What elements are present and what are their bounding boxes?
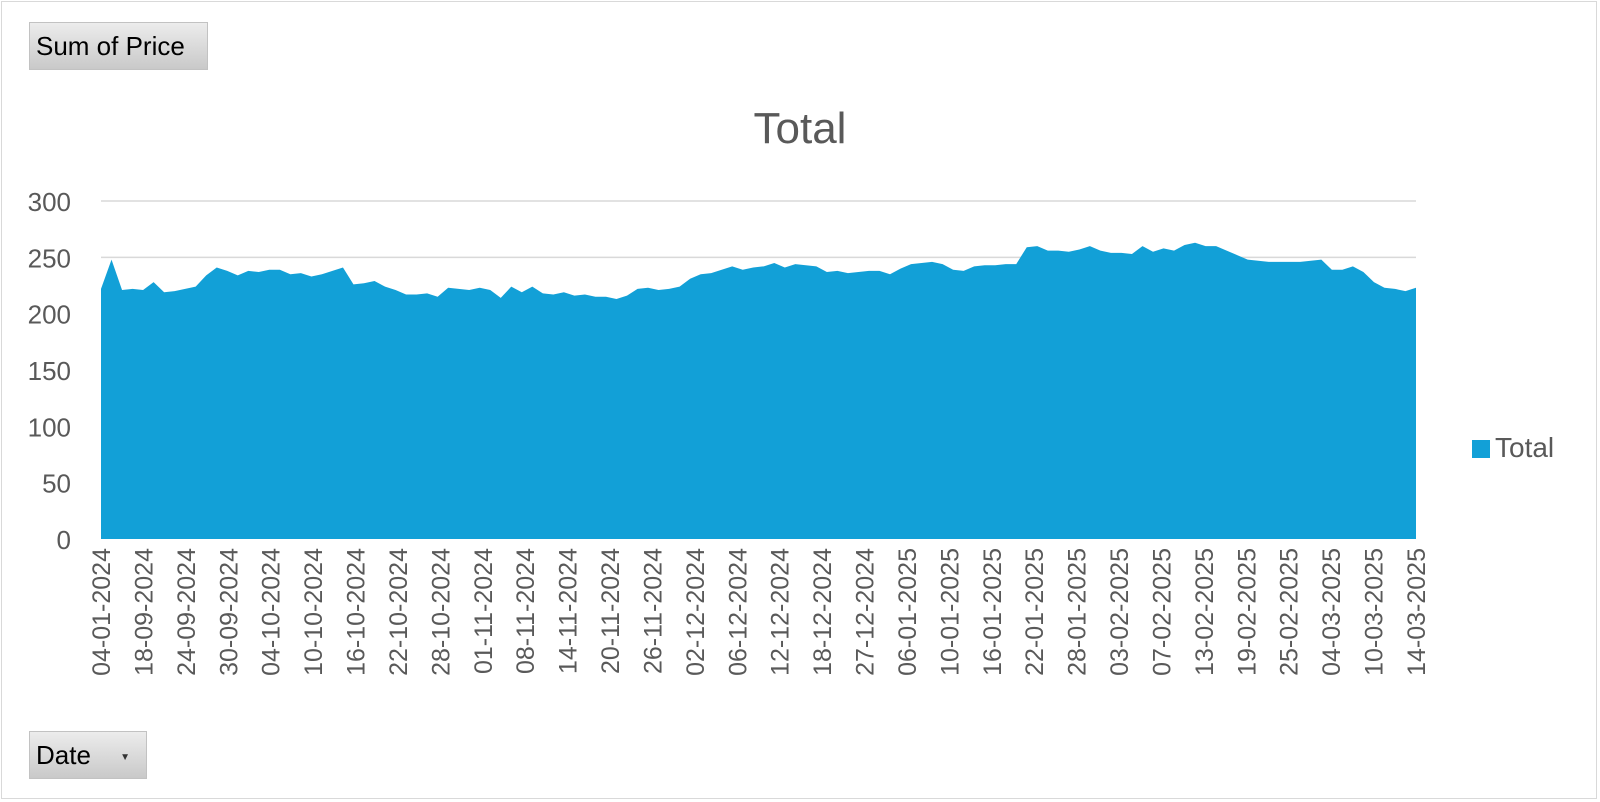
x-tick-label: 08-11-2024 xyxy=(512,548,540,674)
y-axis: 0 50 100 150 200 250 300 xyxy=(28,187,71,555)
x-tick-label: 13-02-2025 xyxy=(1191,548,1219,676)
x-tick-label: 04-01-2024 xyxy=(88,548,116,676)
dropdown-arrow-icon[interactable]: ▼ xyxy=(120,752,130,763)
y-tick-label: 200 xyxy=(28,300,71,330)
x-tick-label: 28-10-2024 xyxy=(427,548,455,676)
x-tick-label: 10-01-2025 xyxy=(936,548,964,676)
x-tick-label: 10-10-2024 xyxy=(300,548,328,676)
x-tick-label: 24-09-2024 xyxy=(173,548,201,676)
x-tick-label: 28-01-2025 xyxy=(1064,548,1092,676)
x-tick-label: 04-10-2024 xyxy=(258,548,286,676)
x-tick-label: 18-12-2024 xyxy=(809,548,837,676)
x-tick-label: 14-11-2024 xyxy=(555,548,583,674)
x-tick-label: 30-09-2024 xyxy=(215,548,243,676)
x-tick-label: 20-11-2024 xyxy=(597,548,625,674)
x-tick-label: 16-01-2025 xyxy=(979,548,1007,676)
x-tick-label: 14-03-2025 xyxy=(1403,548,1431,676)
area-series-total xyxy=(101,242,1416,539)
legend: Total xyxy=(1472,432,1554,463)
sum-of-price-field-button[interactable]: Sum of Price xyxy=(29,22,208,70)
legend-swatch xyxy=(1472,440,1490,458)
x-tick-label: 03-02-2025 xyxy=(1106,548,1134,676)
x-tick-label: 18-09-2024 xyxy=(130,548,158,676)
x-tick-label: 26-11-2024 xyxy=(639,548,667,674)
chart-title: Total xyxy=(754,104,847,153)
x-axis: 04-01-2024 18-09-2024 24-09-2024 30-09-2024… xyxy=(88,548,1431,676)
y-tick-label: 300 xyxy=(28,187,71,217)
x-tick-label: 10-03-2025 xyxy=(1361,548,1389,676)
area-series xyxy=(101,242,1416,539)
y-tick-label: 150 xyxy=(28,356,71,386)
x-tick-label: 01-11-2024 xyxy=(470,548,498,674)
y-tick-label: 50 xyxy=(42,469,71,499)
date-field-button[interactable]: Date ▼ xyxy=(29,731,147,779)
x-tick-label: 07-02-2025 xyxy=(1148,548,1176,676)
x-tick-label: 02-12-2024 xyxy=(682,548,710,676)
y-tick-label: 0 xyxy=(57,525,71,555)
x-tick-label: 19-02-2025 xyxy=(1233,548,1261,676)
value-field-label: Sum of Price xyxy=(36,30,185,61)
x-tick-label: 27-12-2024 xyxy=(852,548,880,676)
x-tick-label: 06-12-2024 xyxy=(724,548,752,676)
y-tick-label: 100 xyxy=(28,412,71,442)
x-tick-label: 22-01-2025 xyxy=(1021,548,1049,676)
x-tick-label: 25-02-2025 xyxy=(1276,548,1304,676)
axis-field-label: Date xyxy=(36,739,91,770)
x-tick-label: 22-10-2024 xyxy=(385,548,413,676)
legend-label: Total xyxy=(1495,432,1554,463)
x-tick-label: 12-12-2024 xyxy=(767,548,795,676)
x-tick-label: 04-03-2025 xyxy=(1318,548,1346,676)
y-tick-label: 250 xyxy=(28,243,71,273)
x-tick-label: 06-01-2025 xyxy=(894,548,922,676)
x-tick-label: 16-10-2024 xyxy=(343,548,371,676)
